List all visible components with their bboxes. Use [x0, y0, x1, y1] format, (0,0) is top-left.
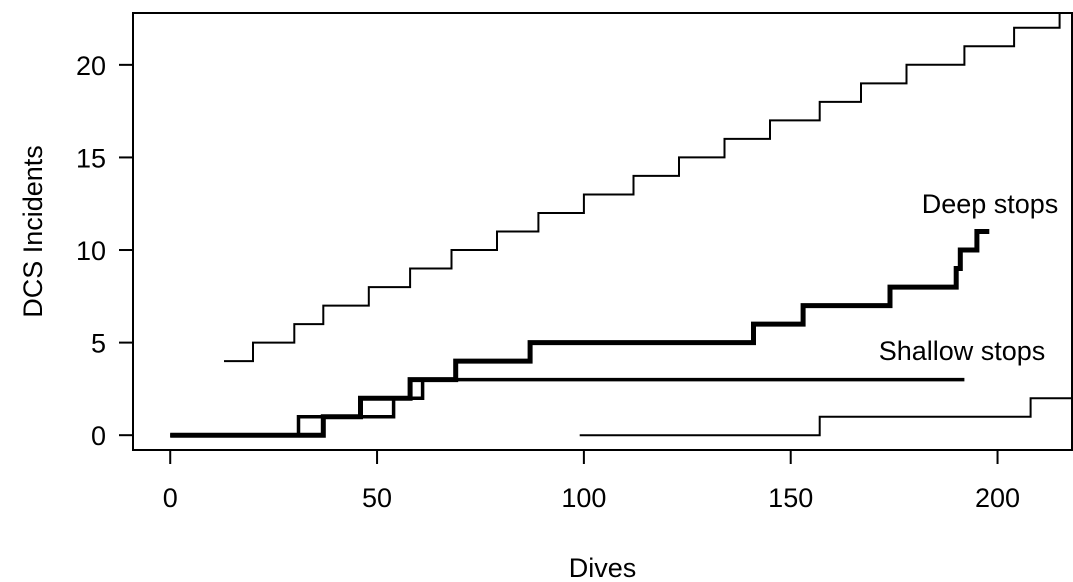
y-tick-label-2: 10	[76, 236, 106, 266]
series-label-deep-stops: Deep stops	[922, 189, 1059, 219]
x-axis-label: Dives	[569, 553, 637, 582]
y-tick-label-3: 15	[76, 143, 106, 173]
series-line-2	[224, 13, 1061, 363]
x-tick-label-2: 100	[561, 483, 606, 513]
series-line-0	[170, 229, 990, 438]
y-tick-label-4: 20	[76, 51, 106, 81]
y-axis-label: DCS Incidents	[18, 145, 48, 318]
x-axis: 0 50 100 150 200	[163, 450, 1020, 513]
series-layer	[170, 13, 1072, 438]
series-line-3	[579, 397, 1072, 437]
y-tick-label-0: 0	[91, 421, 106, 451]
series-line-1	[170, 377, 965, 437]
plot-frame	[132, 12, 1073, 451]
series-label-shallow-stops: Shallow stops	[879, 336, 1046, 366]
x-tick-label-3: 150	[768, 483, 813, 513]
x-tick-label-4: 200	[975, 483, 1020, 513]
x-tick-label-1: 50	[362, 483, 392, 513]
y-axis: 0 5 10 15 20	[76, 51, 133, 451]
x-tick-label-0: 0	[163, 483, 178, 513]
y-tick-label-1: 5	[91, 329, 106, 359]
